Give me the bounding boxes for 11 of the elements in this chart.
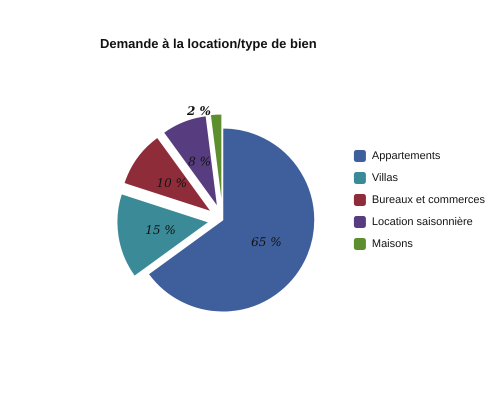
data-label: 15 % bbox=[145, 222, 176, 237]
data-label: 65 % bbox=[251, 235, 282, 250]
legend-label: Bureaux et commerces bbox=[372, 194, 486, 206]
data-label: 2 % bbox=[186, 104, 211, 118]
legend-label: Location saisonnière bbox=[372, 216, 473, 228]
legend-label: Appartements bbox=[372, 150, 441, 162]
data-label: 8 % bbox=[188, 154, 211, 168]
data-label: 10 % bbox=[156, 176, 188, 190]
legend-label: Maisons bbox=[372, 238, 414, 250]
legend-label: Villas bbox=[372, 172, 398, 184]
chart-title: Demande à la location/type de bien bbox=[100, 36, 317, 51]
